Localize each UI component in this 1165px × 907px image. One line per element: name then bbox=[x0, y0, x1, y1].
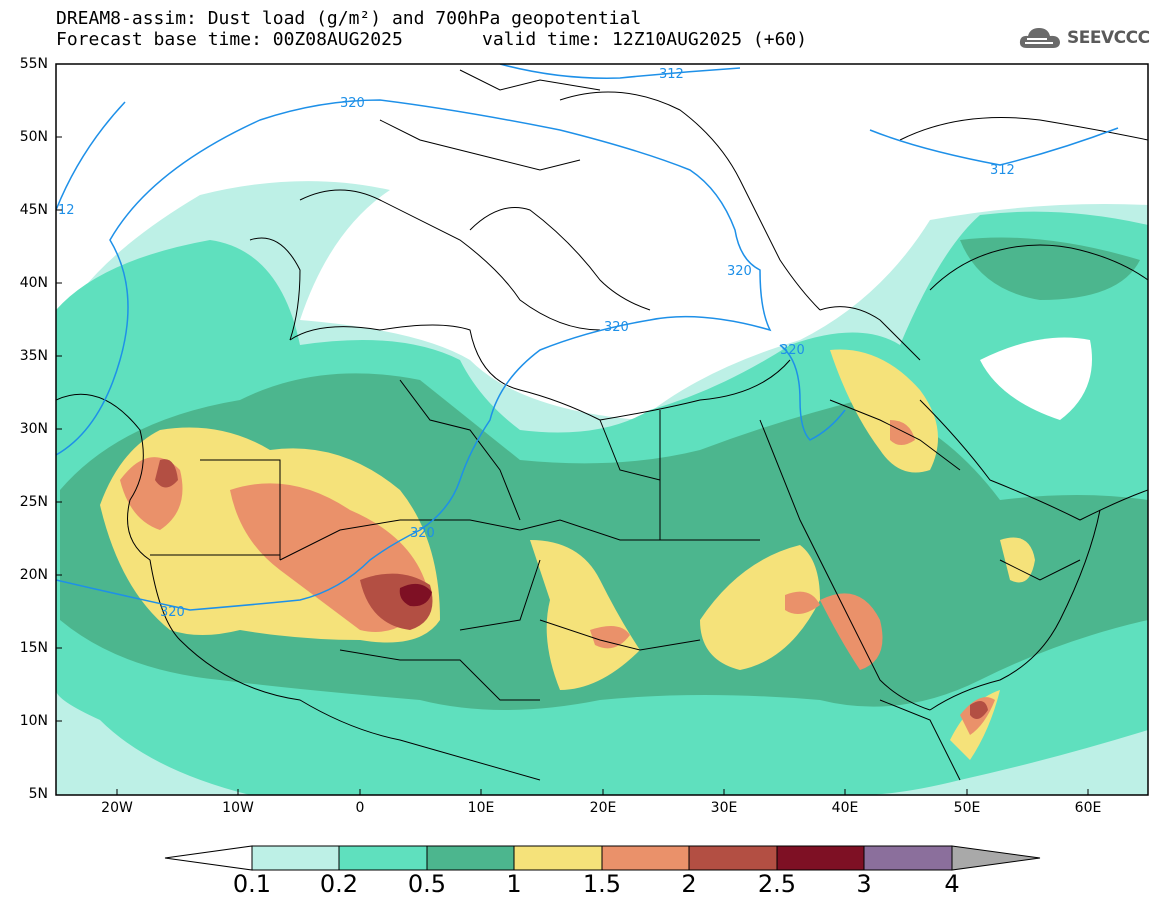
colorbar-swatch bbox=[688, 845, 778, 871]
colorbar-label: 0.2 bbox=[319, 870, 359, 898]
lat-label: 10N bbox=[19, 713, 48, 729]
dust-band-2.5 bbox=[399, 583, 432, 607]
contour-label: 12 bbox=[58, 203, 75, 218]
lat-label: 45N bbox=[19, 202, 48, 218]
colorbar-label: 1.5 bbox=[582, 870, 622, 898]
lon-label: 20W bbox=[101, 800, 133, 816]
lat-label: 30N bbox=[19, 421, 48, 437]
colorbar-swatch bbox=[513, 845, 603, 871]
contour-label: 320 bbox=[604, 320, 629, 335]
lat-label: 15N bbox=[19, 640, 48, 656]
lon-label: 30E bbox=[710, 800, 738, 816]
contour-labels: 312 320 312 12 320 320 320 320 320 bbox=[58, 67, 1015, 620]
colorbar-label: 3 bbox=[856, 870, 872, 898]
contour-label: 312 bbox=[990, 163, 1015, 178]
seevccc-logo: SEEVCCC bbox=[1017, 24, 1150, 52]
map-title: DREAM8-assim: Dust load (g/m²) and 700hP… bbox=[56, 8, 642, 29]
colorbar-swatch bbox=[338, 845, 428, 871]
colorbar-label: 1 bbox=[506, 870, 522, 898]
colorbar-label: 2 bbox=[681, 870, 697, 898]
colorbar-swatch bbox=[426, 845, 515, 871]
lon-label: 60E bbox=[1074, 800, 1102, 816]
contour-label: 320 bbox=[727, 264, 752, 279]
lon-label: 20E bbox=[589, 800, 617, 816]
lon-label: 10W bbox=[222, 800, 254, 816]
lon-label: 40E bbox=[831, 800, 859, 816]
lon-label: 0 bbox=[355, 800, 365, 816]
contour-label: 320 bbox=[340, 96, 365, 111]
colorbar-label: 2.5 bbox=[757, 870, 797, 898]
lat-label: 5N bbox=[28, 786, 48, 802]
contour-label: 320 bbox=[780, 343, 805, 358]
colorbar-label: 0.1 bbox=[232, 870, 272, 898]
colorbar-swatch bbox=[776, 845, 865, 871]
colorbar-low-end bbox=[164, 845, 253, 871]
colorbar-swatch bbox=[601, 845, 690, 871]
forecast-base-time: Forecast base time: 00Z08AUG2025 bbox=[56, 29, 403, 50]
lon-label: 50E bbox=[953, 800, 981, 816]
colorbar-high-end bbox=[951, 845, 1041, 871]
cloud-logo-icon bbox=[1019, 28, 1060, 48]
lat-label: 20N bbox=[19, 567, 48, 583]
lat-label: 35N bbox=[19, 348, 48, 364]
colorbar bbox=[164, 845, 1041, 871]
colorbar-label: 0.5 bbox=[407, 870, 447, 898]
contour-label: 320 bbox=[160, 605, 185, 620]
lat-label: 50N bbox=[19, 129, 48, 145]
coastlines-borders bbox=[56, 69, 1148, 781]
lat-label: 25N bbox=[19, 494, 48, 510]
valid-time: valid time: 12Z10AUG2025 (+60) bbox=[482, 29, 808, 50]
colorbar-swatch bbox=[251, 845, 340, 871]
lon-label: 10E bbox=[467, 800, 495, 816]
lat-label: 40N bbox=[19, 275, 48, 291]
axis-ticks bbox=[56, 63, 1089, 795]
geopotential-contours bbox=[56, 64, 1119, 611]
contour-label: 320 bbox=[410, 526, 435, 541]
colorbar-swatch bbox=[863, 845, 953, 871]
lat-label: 55N bbox=[19, 56, 48, 72]
colorbar-label: 4 bbox=[944, 870, 960, 898]
logo-text: SEEVCCC bbox=[1067, 28, 1150, 48]
contour-label: 312 bbox=[659, 67, 684, 82]
